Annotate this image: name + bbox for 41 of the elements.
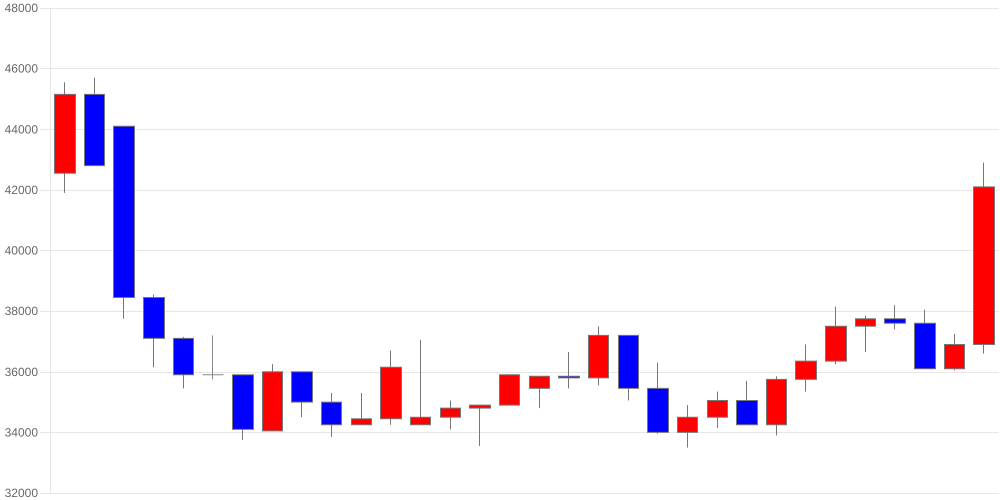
y-tick-label: 44000 xyxy=(4,122,38,136)
candlestick xyxy=(173,336,194,389)
candlestick xyxy=(410,339,431,426)
y-tick-label: 42000 xyxy=(4,182,38,197)
candlestick xyxy=(707,390,728,428)
candlestick xyxy=(677,404,698,448)
candlestick xyxy=(766,376,787,436)
candlestick xyxy=(291,371,313,418)
candlestick xyxy=(825,306,847,365)
candlestick xyxy=(647,362,669,434)
candlestick xyxy=(84,77,105,166)
candlestick xyxy=(618,334,639,402)
candlestick xyxy=(884,304,906,330)
candlestick xyxy=(380,350,402,426)
candlestick xyxy=(54,82,76,194)
candlestick xyxy=(529,376,550,409)
candlestick xyxy=(736,380,758,426)
y-tick-label: 48000 xyxy=(4,1,38,15)
y-tick-label: 46000 xyxy=(4,62,38,76)
candlestick xyxy=(795,344,817,392)
y-tick-label: 34000 xyxy=(4,425,38,440)
candlestick xyxy=(143,294,165,368)
candlestick xyxy=(588,326,609,386)
y-tick-label: 38000 xyxy=(4,304,38,318)
candlestick xyxy=(232,374,254,440)
candlestick xyxy=(944,333,965,371)
y-tick-label: 32000 xyxy=(4,486,38,500)
candlestick xyxy=(113,126,135,320)
candlestick xyxy=(440,400,461,430)
candlestick xyxy=(202,334,224,380)
candlestick xyxy=(321,392,342,438)
candlestick xyxy=(469,404,491,447)
candlestick xyxy=(973,162,995,354)
candlestick xyxy=(855,315,876,353)
candlestick xyxy=(914,309,936,370)
y-tick-label: 36000 xyxy=(4,364,38,379)
candlestick xyxy=(351,392,372,426)
candlestick xyxy=(499,374,520,406)
y-tick-label: 40000 xyxy=(4,244,38,258)
candlestick xyxy=(262,364,283,432)
candlestick xyxy=(558,352,580,389)
